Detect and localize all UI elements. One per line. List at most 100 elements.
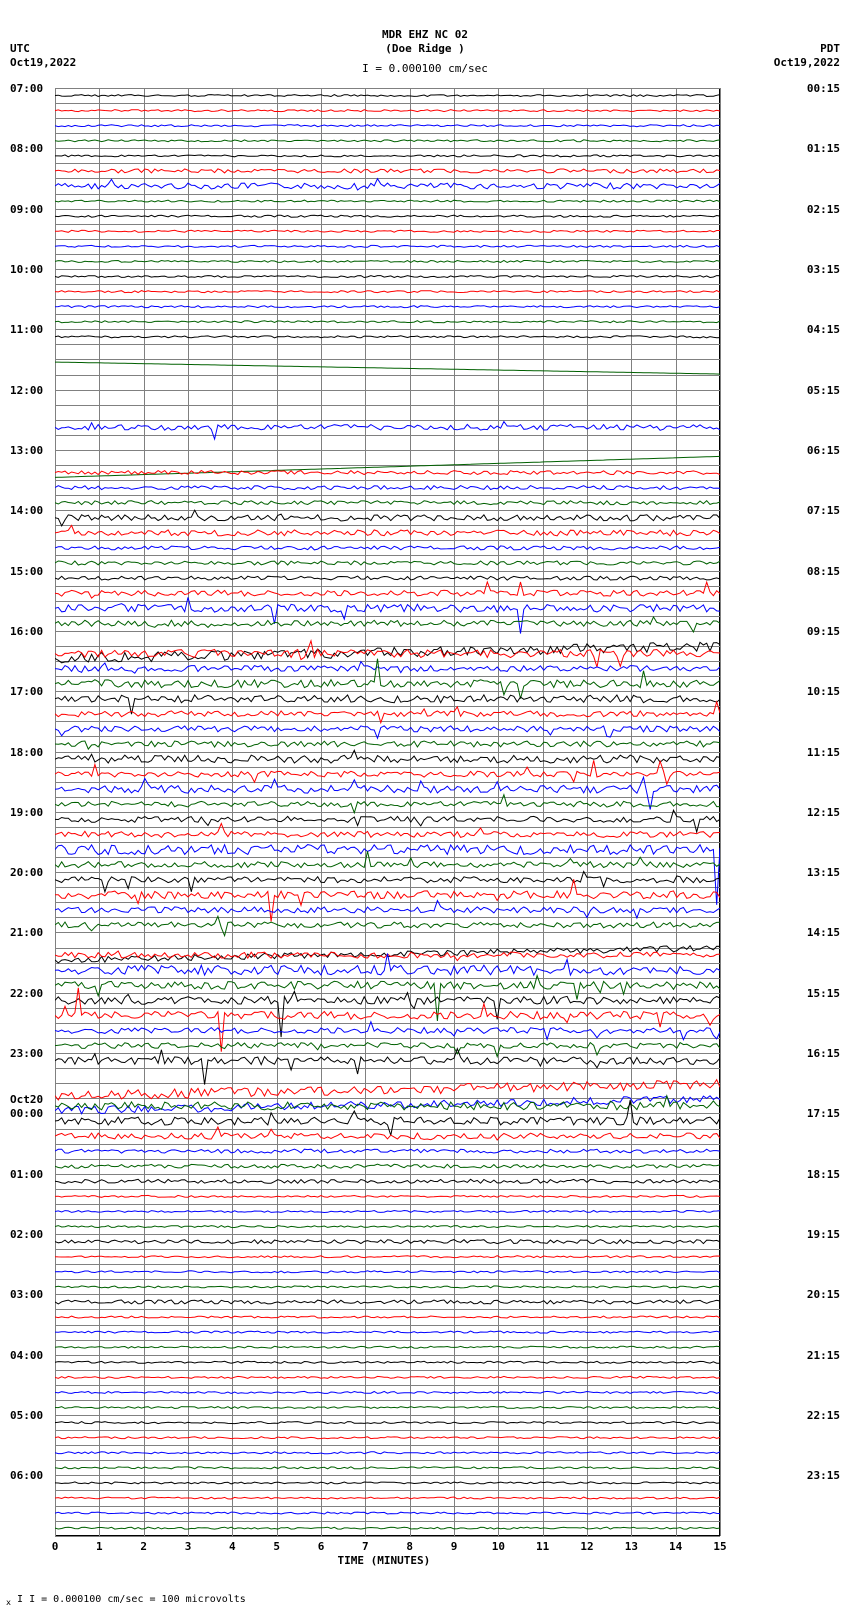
trace-line-41	[55, 702, 720, 723]
station-location: (Doe Ridge )	[0, 42, 850, 55]
trace-line-89	[55, 1437, 720, 1439]
trace-line-10	[55, 245, 720, 247]
scale-bar: I	[362, 62, 375, 75]
day-boundary-label: Oct20	[10, 1093, 43, 1106]
trace-line-7	[55, 200, 720, 202]
trace-line-78	[55, 1271, 720, 1273]
utc-time-13:00: 13:00	[10, 444, 43, 457]
trace-line-22	[55, 422, 720, 440]
local-time-00:15: 00:15	[807, 82, 840, 95]
trace-line-79	[55, 1286, 720, 1288]
trace-line-91	[55, 1467, 720, 1469]
x-tick-6: 6	[318, 1540, 325, 1553]
trace-line-76	[55, 1240, 720, 1244]
trace-line-74	[55, 1211, 720, 1213]
trace-line-69	[55, 1127, 720, 1140]
utc-time-04:00: 04:00	[10, 1349, 43, 1362]
local-time-16:15: 16:15	[807, 1047, 840, 1060]
local-time-15:15: 15:15	[807, 987, 840, 1000]
trace-line-28	[55, 510, 720, 526]
x-tick-3: 3	[185, 1540, 192, 1553]
trace-line-19	[55, 362, 720, 374]
trace-line-95	[55, 1527, 720, 1529]
trace-line-11	[55, 260, 720, 262]
utc-time-23:00: 23:00	[10, 1047, 43, 1060]
x-tick-15: 15	[713, 1540, 726, 1553]
local-time-09:15: 09:15	[807, 625, 840, 638]
x-tick-0: 0	[52, 1540, 59, 1553]
x-axis-title: TIME (MINUTES)	[338, 1554, 431, 1567]
trace-line-84	[55, 1361, 720, 1363]
trace-line-90	[55, 1452, 720, 1454]
utc-time-19:00: 19:00	[10, 806, 43, 819]
trace-line-73	[55, 1195, 720, 1197]
x-tick-4: 4	[229, 1540, 236, 1553]
trace-line-33	[55, 582, 720, 598]
trace-line-80	[55, 1300, 720, 1304]
trace-line-5	[55, 169, 720, 173]
trace-line-85	[55, 1376, 720, 1378]
trace-line-71	[55, 1164, 720, 1168]
x-tick-8: 8	[406, 1540, 413, 1553]
trace-line-86	[55, 1391, 720, 1393]
trace-line-93	[55, 1497, 720, 1499]
utc-time-16:00: 16:00	[10, 625, 43, 638]
trace-line-26	[55, 486, 720, 490]
trace-line-1	[55, 110, 720, 112]
local-time-03:15: 03:15	[807, 263, 840, 276]
local-time-04:15: 04:15	[807, 323, 840, 336]
local-time-23:15: 23:15	[807, 1469, 840, 1482]
trace-line-94	[55, 1512, 720, 1514]
trace-line-42	[55, 726, 720, 738]
trace-line-48	[55, 810, 720, 832]
utc-time-02:00: 02:00	[10, 1228, 43, 1241]
trace-line-44	[55, 750, 720, 763]
trace-line-72	[55, 1179, 720, 1183]
trace-line-29	[55, 525, 720, 536]
trace-line-52	[55, 872, 720, 892]
trace-line-47	[55, 795, 720, 813]
local-time-17:15: 17:15	[807, 1107, 840, 1120]
trace-line-30	[55, 546, 720, 550]
local-time-08:15: 08:15	[807, 565, 840, 578]
trace-line-88	[55, 1422, 720, 1424]
seismic-traces	[55, 88, 720, 1536]
timezone-left-label: UTC	[10, 42, 30, 55]
trace-line-83	[55, 1346, 720, 1348]
footer-scale-note: x I I = 0.000100 cm/sec = 100 microvolts	[6, 1594, 246, 1607]
x-tick-5: 5	[273, 1540, 280, 1553]
scale-indicator: I = 0.000100 cm/sec	[0, 62, 850, 75]
x-tick-14: 14	[669, 1540, 682, 1553]
local-time-18:15: 18:15	[807, 1168, 840, 1181]
local-time-06:15: 06:15	[807, 444, 840, 457]
utc-time-17:00: 17:00	[10, 685, 43, 698]
trace-line-60	[55, 991, 720, 1037]
trace-line-0	[55, 95, 720, 97]
local-time-12:15: 12:15	[807, 806, 840, 819]
trace-line-43	[55, 741, 720, 749]
trace-line-67	[55, 1096, 720, 1110]
utc-time-08:00: 08:00	[10, 142, 43, 155]
local-time-20:15: 20:15	[807, 1288, 840, 1301]
x-tick-7: 7	[362, 1540, 369, 1553]
utc-time-07:00: 07:00	[10, 82, 43, 95]
trace-line-92	[55, 1482, 720, 1484]
utc-time-06:00: 06:00	[10, 1469, 43, 1482]
station-title: MDR EHZ NC 02	[0, 28, 850, 41]
trace-line-54	[55, 901, 720, 918]
trace-line-49	[55, 824, 720, 838]
x-tick-11: 11	[536, 1540, 549, 1553]
trace-line-50	[55, 845, 720, 905]
utc-time-21:00: 21:00	[10, 926, 43, 939]
trace-line-23	[55, 456, 720, 477]
utc-time-18:00: 18:00	[10, 746, 43, 759]
trace-line-32	[55, 576, 720, 580]
utc-time-15:00: 15:00	[10, 565, 43, 578]
utc-time-20:00: 20:00	[10, 866, 43, 879]
trace-line-16	[55, 336, 720, 338]
trace-line-63	[55, 1043, 720, 1057]
trace-line-53	[55, 879, 720, 921]
local-time-11:15: 11:15	[807, 746, 840, 759]
utc-time-14:00: 14:00	[10, 504, 43, 517]
trace-line-65	[55, 1080, 720, 1100]
